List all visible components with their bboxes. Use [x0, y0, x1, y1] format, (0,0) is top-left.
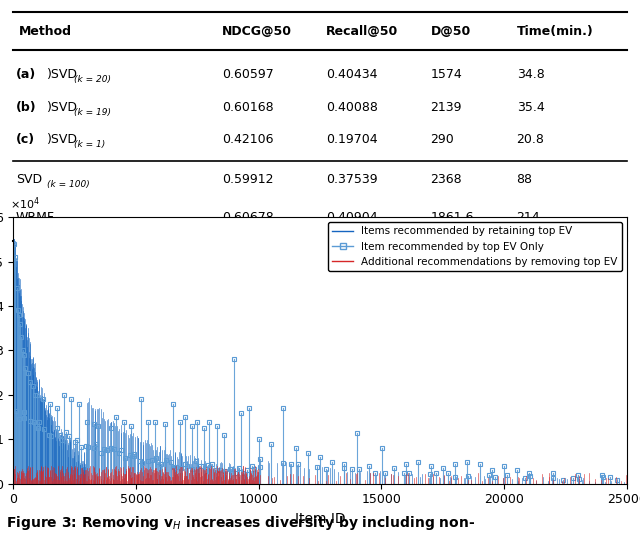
Text: 0.60597: 0.60597 [221, 68, 273, 82]
Text: Time(min.): Time(min.) [516, 24, 593, 38]
Text: )SVD: )SVD [47, 68, 77, 82]
Text: (k = 100): (k = 100) [47, 180, 90, 189]
Text: )SVD: )SVD [47, 101, 77, 114]
Text: (k = 19): (k = 19) [74, 108, 111, 117]
Text: Recall@50: Recall@50 [326, 24, 398, 38]
Text: (c): (c) [16, 133, 35, 146]
Text: (a): (a) [16, 68, 36, 82]
Text: Method: Method [19, 24, 72, 38]
Text: 1574: 1574 [431, 68, 462, 82]
Text: 0.60678: 0.60678 [221, 211, 273, 224]
Text: 0.37539: 0.37539 [326, 173, 378, 186]
Text: 1861.6: 1861.6 [431, 211, 474, 224]
Text: 35.4: 35.4 [516, 101, 545, 114]
Text: $\times 10^4$: $\times 10^4$ [10, 195, 40, 212]
Text: 290: 290 [431, 133, 454, 146]
Text: 0.59912: 0.59912 [221, 173, 273, 186]
Text: WRMF: WRMF [16, 211, 55, 224]
Text: )SVD: )SVD [47, 133, 77, 146]
Text: 0.60168: 0.60168 [221, 101, 273, 114]
Text: 0.40434: 0.40434 [326, 68, 378, 82]
Text: SVD: SVD [16, 173, 42, 186]
Text: 20.8: 20.8 [516, 133, 545, 146]
Text: Figure 3: Removing $\mathbf{v}_H$ increases diversity by including non-: Figure 3: Removing $\mathbf{v}_H$ increa… [6, 514, 476, 532]
Text: 214: 214 [516, 211, 540, 224]
Text: D@50: D@50 [431, 24, 471, 38]
Text: 2139: 2139 [431, 101, 462, 114]
Text: 2368: 2368 [431, 173, 462, 186]
Text: 0.40088: 0.40088 [326, 101, 378, 114]
Text: (b): (b) [16, 101, 36, 114]
Text: 0.42106: 0.42106 [221, 133, 273, 146]
Text: 34.8: 34.8 [516, 68, 545, 82]
X-axis label: Item ID: Item ID [294, 512, 346, 526]
Text: 88: 88 [516, 173, 532, 186]
Text: (k = 1): (k = 1) [74, 140, 106, 149]
Text: $(k = 20,\ \lambda = 10^{-3})$: $(k = 20,\ \lambda = 10^{-3})$ [59, 216, 140, 229]
Text: 0.40904: 0.40904 [326, 211, 378, 224]
Legend: Items recommended by retaining top EV, Item recommended by top EV Only, Addition: Items recommended by retaining top EV, I… [328, 222, 622, 271]
Text: (k = 20): (k = 20) [74, 75, 111, 85]
Text: 0.19704: 0.19704 [326, 133, 378, 146]
Text: NDCG@50: NDCG@50 [221, 24, 292, 38]
